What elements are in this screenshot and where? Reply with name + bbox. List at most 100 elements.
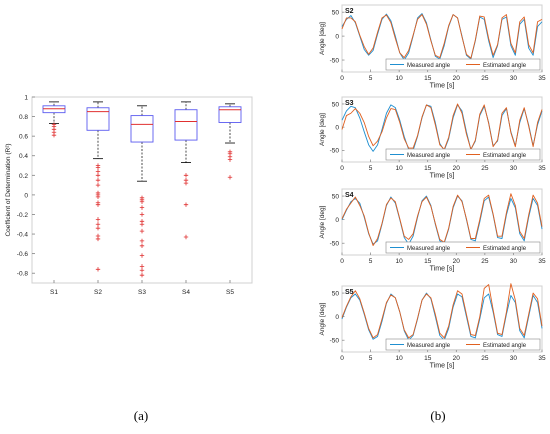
outlier [227,175,233,180]
x-tick-label: 30 [510,355,518,362]
outlier [95,222,101,227]
line-chart-s3: 0 5 10 15 20 25 30 35 -50 0 50 Time [s] Angle [deg] S… [319,96,546,180]
outlier [95,225,101,231]
x-tick-label: 10 [396,165,404,172]
x-tick-label: 5 [369,75,373,82]
legend-label-measured: Measured angle [407,343,451,349]
y-tick-label: 0 [335,33,339,40]
panel-title: S3 [345,100,354,107]
panel-title: S2 [345,8,354,15]
estimated-angle-line [341,193,543,247]
x-tick-label: S4 [182,289,190,296]
outlier [95,173,101,178]
y-tick-label: 50 [332,9,340,16]
box [174,109,198,141]
legend-label-estimated: Estimated angle [483,153,527,159]
x-tick-label: 25 [481,75,489,82]
outlier [95,169,101,174]
outlier [139,264,145,269]
x-axis-label: Time [s] [430,266,455,273]
outlier [183,173,189,178]
line-chart-s4: 0 5 10 15 20 25 30 35 -50 0 50 Time [s] Angle [deg] S… [319,188,546,273]
x-tick-label: 30 [510,258,518,265]
outlier [139,222,145,227]
x-tick-label: S3 [138,289,146,296]
x-tick-label: 0 [340,258,344,265]
panel-title: S5 [345,289,354,296]
x-axis-label: Time [s] [430,173,455,180]
y-tick-label: 0.6 [19,134,28,141]
outlier [139,253,145,258]
x-tick-label: 30 [510,75,518,82]
x-tick-label: 5 [369,355,373,362]
x-tick-label: 10 [396,355,404,362]
y-tick-label: 0 [335,124,339,131]
line-chart-s5: 0 5 10 15 20 25 30 35 -50 0 50 Time [s] Angle [deg] S… [319,283,546,370]
outlier [139,238,145,244]
outlier [51,132,57,138]
outlier [139,243,145,248]
estimated-angle-line [341,283,543,339]
outlier [95,165,101,170]
y-tick-label: 50 [332,193,340,200]
box [130,115,154,143]
outlier [183,202,189,207]
y-tick-label: 0.2 [19,173,28,180]
x-tick-label: 30 [510,165,518,172]
x-tick-label: 20 [453,258,461,265]
outlier [139,268,145,273]
x-tick-label: 25 [481,258,489,265]
outlier [95,267,101,272]
legend-box [385,338,541,351]
legend-box [385,148,541,161]
estimated-angle-line [341,14,543,59]
outlier [139,212,145,217]
y-axis-label: Angle [deg] [319,113,326,146]
box [86,107,110,131]
x-tick-label: 10 [396,258,404,265]
legend-label-measured: Measured angle [407,153,451,159]
y-tick-label: -50 [330,338,340,345]
x-tick-label: 15 [424,355,432,362]
x-tick-label: 20 [453,165,461,172]
legend-label-estimated: Estimated angle [483,246,527,252]
y-axis-label: Angle [deg] [319,302,326,335]
y-tick-label: -50 [330,57,340,64]
x-tick-label: 35 [538,75,546,82]
x-tick-label: 0 [340,355,344,362]
legend-label-estimated: Estimated angle [483,343,527,349]
outlier [95,202,101,207]
outlier [139,199,145,204]
outlier [183,180,189,186]
outlier [95,182,101,188]
x-tick-label: 0 [340,75,344,82]
y-tick-label: 50 [332,101,340,108]
y-tick-label: -0.2 [17,212,29,219]
x-tick-label: 15 [424,165,432,172]
outlier [139,205,145,210]
legend-box [385,58,541,71]
x-tick-label: S5 [226,289,234,296]
legend-label-estimated: Estimated angle [483,63,527,69]
legend-label-measured: Measured angle [407,246,451,252]
line-chart-s2: 0 5 10 15 20 25 30 35 -50 0 50 Time [s] Angle [deg] S… [319,4,546,90]
x-tick-label: S1 [50,289,58,296]
x-tick-label: 0 [340,165,344,172]
x-tick-label: 5 [369,258,373,265]
outlier [95,178,101,183]
boxplot-chart: -0.8 -0.6 -0.4 -0.2 0 0.2 0.4 0.6 0.8 1 Coefficien… [5,95,253,296]
outlier [139,272,145,278]
x-axis-label: Time [s] [430,83,455,90]
x-tick-label: 5 [369,165,373,172]
y-tick-label: 0.8 [19,114,28,121]
x-tick-label: 20 [453,75,461,82]
outlier [95,194,101,200]
y-tick-label: 0 [335,217,339,224]
legend-box [385,241,541,254]
y-tick-label: 0 [24,192,28,199]
panel-title: S4 [345,192,354,199]
y-tick-label: 0.4 [19,153,28,160]
x-axis-label: Time [s] [430,363,455,370]
y-tick-label: 50 [332,290,340,297]
